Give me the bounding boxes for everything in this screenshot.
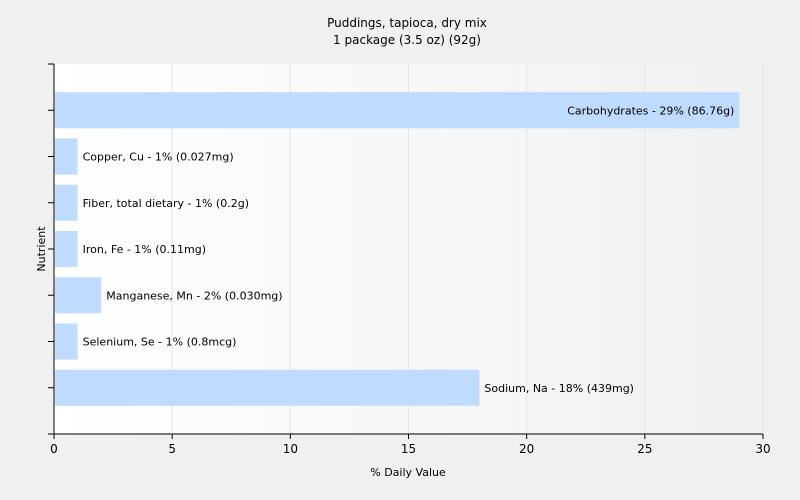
bar — [55, 138, 78, 175]
bar-label: Manganese, Mn - 2% (0.030mg) — [106, 289, 282, 302]
bar-label: Fiber, total dietary - 1% (0.2g) — [83, 197, 249, 210]
bar — [55, 230, 78, 268]
x-tick-label: 5 — [168, 442, 176, 456]
x-tick-label: 20 — [519, 442, 534, 456]
bar — [55, 92, 740, 129]
x-axis-title: % Daily Value — [370, 466, 446, 479]
bar — [55, 277, 102, 314]
x-tick-label: 25 — [637, 442, 652, 456]
bar-label: Carbohydrates - 29% (86.76g) — [567, 104, 734, 117]
bar-label: Copper, Cu - 1% (0.027mg) — [83, 151, 234, 164]
axes: 0 5 10 15 20 25 30 — [48, 63, 771, 456]
x-tick-label: 10 — [283, 442, 298, 456]
bars-group: Carbohydrates - 29% (86.76g) Copper, Cu -… — [55, 92, 740, 406]
bar — [55, 184, 78, 221]
bar — [55, 369, 480, 406]
chart-title: Puddings, tapioca, dry mix — [327, 16, 487, 30]
x-tick-label: 30 — [755, 442, 770, 456]
y-axis-title: Nutrient — [35, 226, 48, 272]
bar — [55, 323, 78, 360]
bar-label: Iron, Fe - 1% (0.11mg) — [83, 243, 206, 256]
bar-label: Selenium, Se - 1% (0.8mcg) — [83, 336, 237, 349]
x-tick-label: 15 — [401, 442, 416, 456]
chart-subtitle: 1 package (3.5 oz) (92g) — [333, 33, 481, 47]
bar-label: Sodium, Na - 18% (439mg) — [484, 382, 634, 395]
x-tick-label: 0 — [50, 442, 58, 456]
